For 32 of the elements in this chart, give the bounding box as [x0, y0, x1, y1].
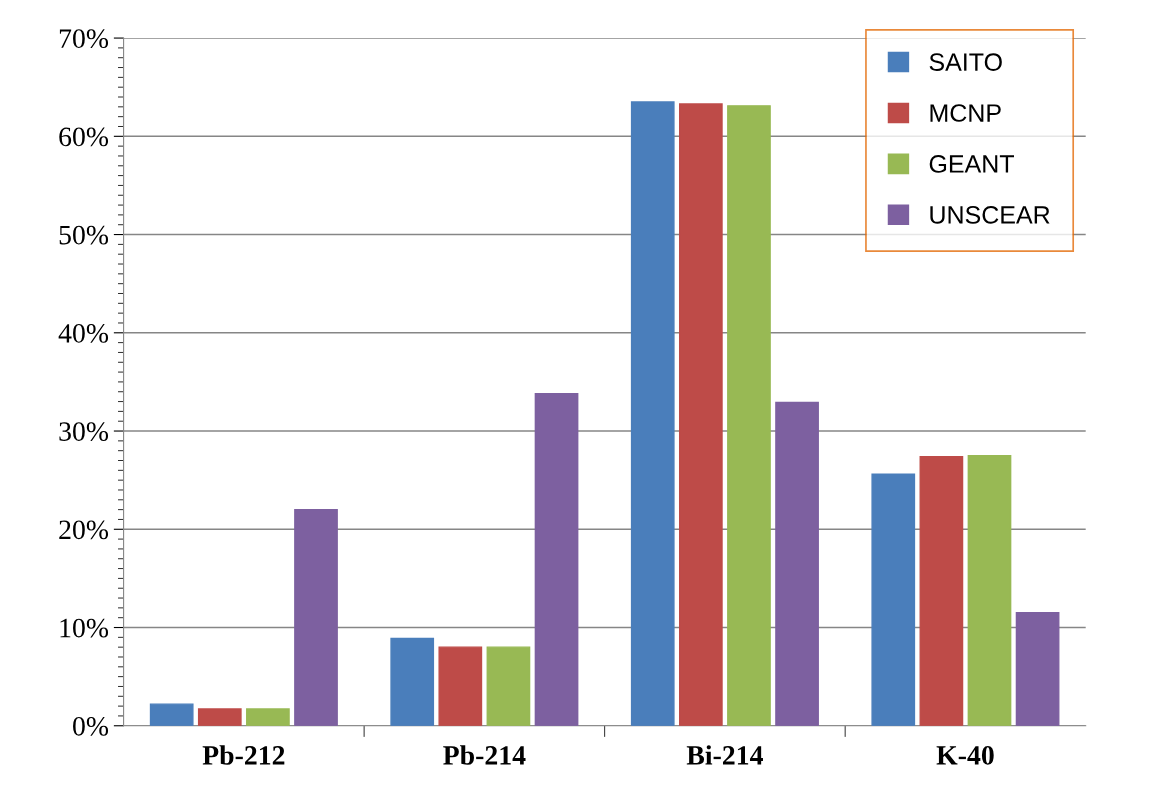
bar: [678, 103, 723, 726]
bar: [149, 703, 194, 726]
bar: [438, 646, 483, 726]
y-tick-label: 0%: [73, 716, 109, 736]
bar: [630, 101, 675, 726]
bar: [727, 105, 771, 726]
legend-label: MCNP: [930, 104, 1001, 122]
bar: [775, 401, 819, 726]
y-tick-label: 30%: [59, 422, 109, 442]
legend-label: UNSCEAR: [930, 206, 1050, 224]
x-tick-label: Pb-214: [443, 745, 526, 765]
y-tick-label: 10%: [60, 618, 109, 638]
bar: [246, 708, 290, 726]
bar: [871, 473, 916, 726]
y-tick-label: 70%: [59, 29, 109, 49]
y-tick-label: 20%: [59, 520, 109, 540]
y-tick-label: 50%: [59, 225, 109, 245]
bar: [919, 455, 964, 726]
bar: [294, 508, 338, 726]
y-tick-label: 60%: [59, 127, 109, 147]
x-tick-label: Bi-214: [686, 745, 763, 765]
x-tick-label: Pb-212: [202, 745, 285, 765]
bar: [197, 708, 242, 726]
legend-label: GEANT: [929, 155, 1014, 173]
legend-label: SAITO: [929, 53, 1002, 71]
bar: [534, 393, 579, 726]
bar: [1015, 612, 1060, 726]
x-tick-label: K-40: [936, 746, 994, 765]
bar: [486, 646, 531, 726]
bar: [390, 637, 435, 726]
y-tick-label: 40%: [58, 323, 109, 343]
bar: [967, 454, 1012, 726]
